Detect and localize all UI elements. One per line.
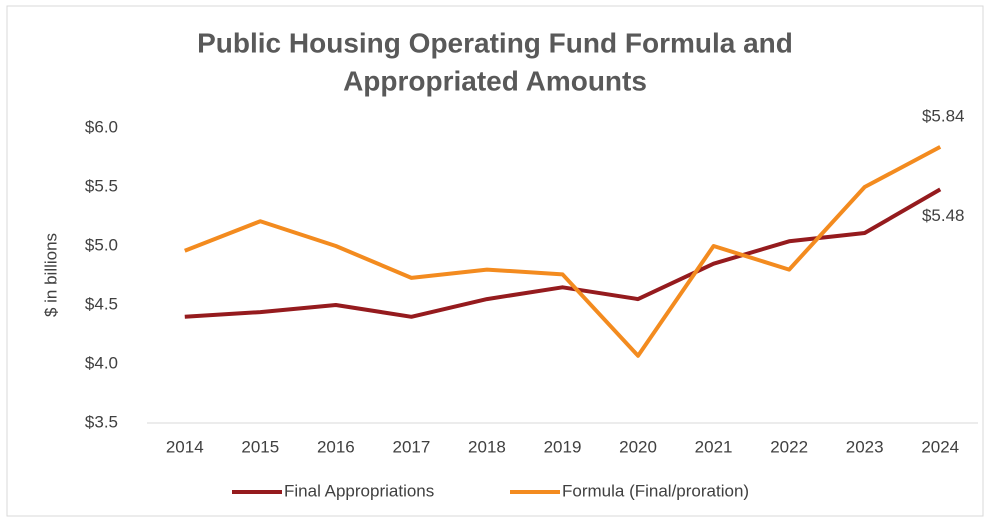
data-label: $5.84	[922, 106, 965, 125]
x-tick-label: 2022	[770, 437, 808, 456]
x-tick-label: 2018	[468, 437, 506, 456]
legend-label: Formula (Final/proration)	[562, 481, 749, 500]
y-axis-label: $ in billions	[41, 233, 60, 317]
y-tick-label: $5.5	[85, 176, 118, 195]
x-tick-label: 2017	[392, 437, 430, 456]
legend-label: Final Appropriations	[284, 481, 434, 500]
data-label: $5.48	[922, 206, 965, 225]
y-tick-label: $4.5	[85, 294, 118, 313]
series-line	[184, 187, 942, 319]
x-tick-label: 2016	[317, 437, 355, 456]
x-tick-label: 2015	[241, 437, 279, 456]
series-line	[184, 145, 942, 358]
x-tick-label: 2021	[695, 437, 733, 456]
chart-title: Appropriated Amounts	[343, 65, 647, 96]
y-tick-label: $6.0	[85, 117, 118, 136]
y-tick-label: $3.5	[85, 412, 118, 431]
x-tick-label: 2019	[544, 437, 582, 456]
y-tick-label: $5.0	[85, 235, 118, 254]
chart-title: Public Housing Operating Fund Formula an…	[197, 27, 793, 58]
x-tick-label: 2023	[846, 437, 884, 456]
y-tick-label: $4.0	[85, 353, 118, 372]
x-tick-label: 2024	[921, 437, 959, 456]
x-tick-label: 2014	[166, 437, 204, 456]
chart-border	[6, 5, 984, 517]
x-tick-label: 2020	[619, 437, 657, 456]
